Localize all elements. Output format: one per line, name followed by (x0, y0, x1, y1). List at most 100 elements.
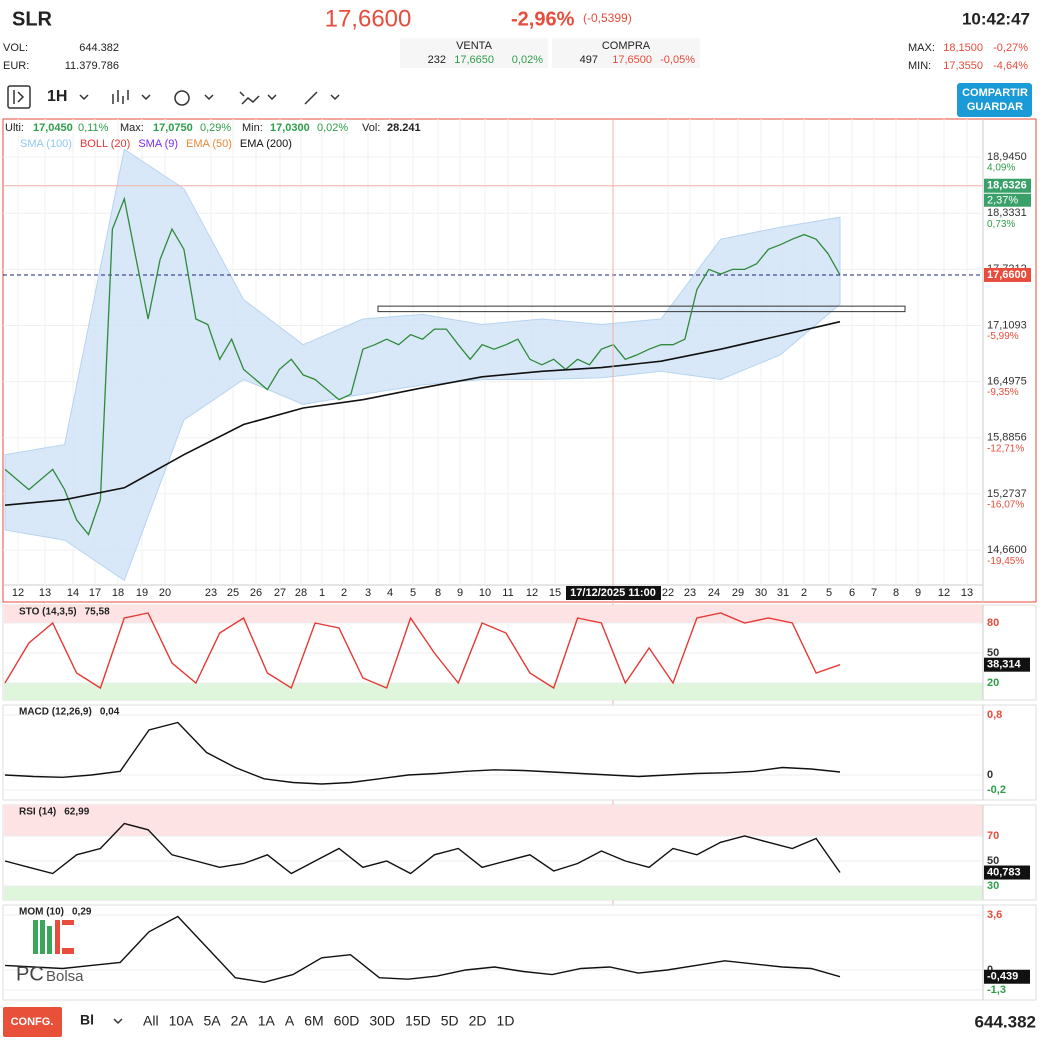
info-label: Max: (120, 122, 144, 134)
y-tick-pct: -16,07% (987, 499, 1024, 510)
indicator-title: RSI (14) (19, 807, 56, 818)
icon[interactable] (239, 91, 318, 105)
indicator-title: MOM (10) (19, 907, 64, 918)
info-pct: 0,02% (317, 122, 348, 134)
y-tick-pct: 4,09% (987, 163, 1015, 174)
price-marker-pct: 2,37% (987, 195, 1018, 207)
vol-label: VOL: (3, 42, 28, 54)
period-button[interactable]: 1A (258, 1013, 276, 1029)
info-label: Vol: (362, 122, 380, 134)
compra-qty: 497 (580, 54, 598, 66)
period-button[interactable]: 30D (369, 1013, 395, 1029)
indicator-reading: 62,99 (64, 807, 89, 818)
legend-entry: EMA (50) (186, 138, 232, 150)
min-pct: -4,64% (993, 60, 1028, 72)
compra-pct: -0,05% (660, 54, 695, 66)
period-button[interactable]: 15D (405, 1013, 431, 1029)
y-tick-pct: -12,71% (987, 443, 1024, 454)
mode[interactable]: Bl (80, 1012, 94, 1028)
panel-frame (2, 704, 1037, 801)
x-tick-label: 22 (662, 587, 674, 599)
info-label: Ulti: (5, 122, 24, 134)
x-tick-label: 10 (479, 587, 491, 599)
y-tick-label: 30 (987, 880, 999, 892)
x-tick-label: 4 (387, 587, 393, 599)
boll-band (4, 148, 841, 582)
period-button[interactable]: 2D (469, 1013, 487, 1029)
panel-frame (2, 904, 1037, 1001)
share-label[interactable]: COMPARTIR (962, 87, 1028, 99)
period-button[interactable]: 60D (334, 1013, 360, 1029)
period-button[interactable]: 6M (304, 1013, 323, 1029)
x-tick-label: 5 (826, 587, 832, 599)
price-marker (984, 178, 1031, 193)
price-marker-label: 17,6600 (987, 269, 1027, 281)
x-tick-label: 25 (227, 587, 239, 599)
x-tick-label: 8 (435, 587, 441, 599)
settings-icon[interactable] (174, 90, 190, 106)
x-tick-label: 30 (755, 587, 767, 599)
eur-label: EUR: (3, 60, 29, 72)
zone (4, 805, 983, 836)
y-tick-label: 50 (987, 647, 999, 659)
clock: 10:42:47 (962, 9, 1030, 28)
indicator-panel: 70 50 30 RSI (14) 62,99 40,783 (2, 804, 1037, 901)
min-label: MIN: (908, 60, 931, 72)
period-button[interactable]: 1D (497, 1013, 515, 1029)
x-tick-label: 19 (136, 587, 148, 599)
y-tick-label: -1,3 (987, 984, 1006, 996)
last-label: -0,439 (987, 971, 1018, 983)
period-button[interactable]: All (143, 1013, 159, 1029)
change-pct: -2,96% (511, 8, 575, 30)
period-button[interactable]: 10A (169, 1013, 195, 1029)
logo-pc: PC (16, 963, 44, 985)
period-button[interactable]: 5D (441, 1013, 459, 1029)
last-marker (984, 969, 1030, 984)
x-tick-label: 31 (777, 587, 789, 599)
x-tick-label: 23 (684, 587, 696, 599)
y-tick-pct: -9,35% (987, 387, 1019, 398)
config-label[interactable]: CONFG. (11, 1016, 54, 1028)
cursor-box (566, 586, 661, 600)
share-button[interactable] (957, 83, 1032, 117)
x-tick-label: 2 (801, 587, 807, 599)
venta-pct: 0,02% (512, 54, 543, 66)
toolbar (7, 85, 340, 109)
compra-title: COMPRA (602, 40, 651, 52)
period-button[interactable]: 2A (231, 1013, 249, 1029)
periods: All 10A 5A 2A 1A A 6M 60D 30D 15D 5D 2D 1D (143, 1013, 514, 1029)
x-tick-label: 28 (295, 587, 307, 599)
indicator-reading: 0,29 (72, 907, 92, 918)
y-tick-label: 14,6600 (987, 544, 1027, 556)
main-chart: 12 13 14 17 18 19 20 23 25 26 27 28 1 2 3 4 5 8 9 10 11 12 15 2… (3, 119, 1031, 1000)
x-tick-label: 12 (938, 587, 950, 599)
x-tick-label: 13 (39, 587, 51, 599)
x-tick-label: 3 (365, 587, 371, 599)
period-button[interactable]: A (285, 1013, 295, 1029)
indicators: 80 50 20 STO (14,3,5) 75,58 38,314 0,8 0 -0,2 MAC… (2, 604, 1037, 1001)
last-label: 40,783 (987, 866, 1021, 878)
last-marker (984, 865, 1030, 880)
info-value: 28.241 (387, 122, 421, 134)
icon (13, 90, 25, 104)
y-tick-label: 3,6 (987, 909, 1002, 921)
period-button[interactable]: 5A (203, 1013, 221, 1029)
config-button[interactable] (3, 1007, 62, 1037)
x-tick-label: 5 (410, 587, 416, 599)
max-pct: -0,27% (993, 42, 1028, 54)
x-tick-label: 7 (871, 587, 877, 599)
x-tick-label: 9 (915, 587, 921, 599)
info-pct: 0,29% (200, 122, 231, 134)
cursor-label: 17/12/2025 11:00 (570, 587, 656, 599)
vol: 644.382 (79, 42, 119, 54)
x-tick-label: 24 (708, 587, 720, 599)
x-tick-label: 15 (549, 587, 561, 599)
caret (113, 1018, 123, 1025)
save-label[interactable]: GUARDAR (967, 101, 1023, 113)
interval[interactable]: 1H (47, 88, 67, 105)
panel-toggle[interactable] (7, 85, 31, 109)
info-value: 17,0750 (153, 122, 193, 134)
x-tick-label: 29 (732, 587, 744, 599)
price: 17,6600 (325, 5, 412, 32)
